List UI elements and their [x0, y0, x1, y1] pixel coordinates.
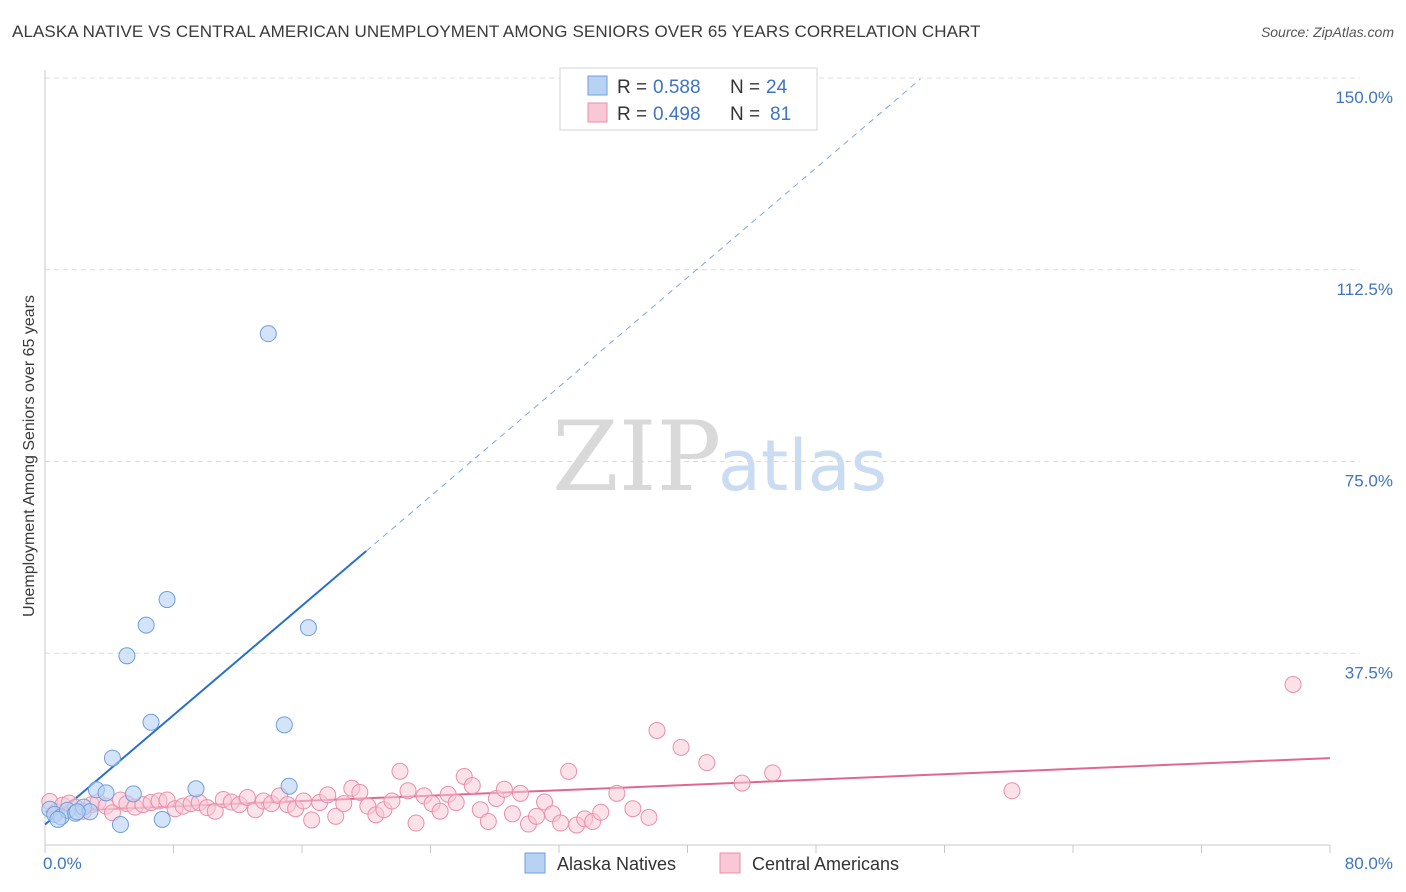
legend-n-label-central: N =: [730, 104, 760, 125]
point-central-63: [536, 793, 554, 811]
point-central-70: [592, 803, 610, 821]
legend-r-value-central: 0.498: [653, 104, 701, 125]
series-legend-swatch-central: [719, 852, 741, 874]
point-central-59: [503, 805, 521, 823]
watermark-atlas: atlas: [718, 425, 887, 507]
x-tick-label-0: 0.0%: [43, 854, 82, 873]
point-central-46: [399, 782, 417, 800]
point-central-47: [407, 814, 425, 832]
point-alaska-18: [259, 325, 277, 343]
legend-n-label-alaska: N =: [730, 77, 760, 98]
legend-n-value-central: 81: [770, 104, 791, 125]
point-central-65: [552, 814, 570, 832]
point-central-36: [319, 786, 337, 804]
y-axis-label: Unemployment Among Seniors over 65 years: [21, 295, 38, 617]
legend-n-value-alaska: 24: [766, 77, 788, 98]
x-tick-label-1: 80.0%: [1345, 854, 1393, 873]
point-central-60: [511, 784, 529, 802]
point-central-66: [560, 762, 578, 780]
point-alaska-23: [68, 803, 86, 821]
point-central-74: [648, 721, 666, 739]
point-alaska-13: [137, 616, 155, 634]
point-central-52: [447, 794, 465, 812]
point-alaska-9: [124, 785, 142, 803]
axis-layer: [44, 70, 1331, 853]
point-central-50: [431, 802, 449, 820]
point-central-34: [303, 811, 321, 829]
y-tick-label-3: 150.0%: [1335, 88, 1393, 107]
point-alaska-8: [97, 784, 115, 802]
point-alaska-16: [153, 810, 171, 828]
stats-legend: R = 0.588 N = 24 R = 0.498 N = 81: [559, 67, 818, 131]
ticks-layer: 37.5% 75.0% 112.5% 150.0% 0.0% 80.0%: [43, 88, 1393, 873]
point-alaska-12: [118, 647, 136, 665]
y-tick-label-1: 75.0%: [1345, 472, 1393, 491]
legend-r-label-central: R =: [617, 104, 647, 125]
point-central-38: [335, 795, 353, 813]
point-central-71: [608, 784, 626, 802]
legend-r-value-alaska: 0.588: [653, 77, 701, 98]
point-central-33: [295, 792, 313, 810]
point-alaska-22: [49, 810, 67, 828]
trend-line-alaska-projection: [365, 78, 921, 552]
series-legend: Alaska Natives Central Americans: [524, 852, 899, 874]
point-central-22: [206, 802, 224, 820]
points-layer: [41, 325, 1302, 834]
point-central-40: [351, 783, 369, 801]
chart-source: Source: ZipAtlas.com: [1260, 24, 1394, 40]
point-central-37: [327, 807, 345, 825]
point-central-56: [479, 812, 497, 830]
point-alaska-14: [142, 713, 160, 731]
point-central-55: [471, 801, 489, 819]
series-legend-swatch-alaska: [524, 852, 546, 874]
point-central-77: [733, 774, 751, 792]
point-alaska-21: [299, 619, 317, 637]
point-alaska-19: [275, 716, 293, 734]
y-tick-label-0: 37.5%: [1345, 663, 1393, 682]
legend-r-label-alaska: R =: [617, 77, 647, 98]
y-tick-label-2: 112.5%: [1337, 280, 1393, 299]
series-legend-label-central: Central Americans: [752, 854, 899, 874]
point-central-54: [463, 777, 481, 795]
point-central-79: [1003, 782, 1021, 800]
point-central-58: [495, 780, 513, 798]
point-central-73: [640, 808, 658, 826]
grid-layer: [45, 77, 1360, 654]
point-alaska-10: [103, 749, 121, 767]
point-central-44: [383, 792, 401, 810]
point-central-45: [391, 762, 409, 780]
point-central-80: [1284, 675, 1302, 693]
point-alaska-20: [280, 777, 298, 795]
point-central-72: [624, 800, 642, 818]
chart-title: ALASKA NATIVE VS CENTRAL AMERICAN UNEMPL…: [12, 22, 981, 41]
point-central-78: [764, 764, 782, 782]
point-central-76: [698, 754, 716, 772]
point-central-26: [238, 788, 256, 806]
point-alaska-11: [111, 816, 129, 834]
point-alaska-17: [187, 780, 205, 798]
legend-swatch-alaska: [587, 75, 608, 96]
legend-swatch-central: [587, 102, 608, 123]
series-legend-label-alaska: Alaska Natives: [557, 854, 676, 874]
point-central-9: [103, 804, 121, 822]
point-alaska-15: [158, 591, 176, 609]
trend-line-alaska: [44, 550, 367, 826]
watermark-zip: ZIP: [552, 401, 721, 513]
point-central-62: [528, 807, 546, 825]
point-central-75: [672, 738, 690, 756]
watermark: ZIP atlas: [552, 401, 887, 513]
